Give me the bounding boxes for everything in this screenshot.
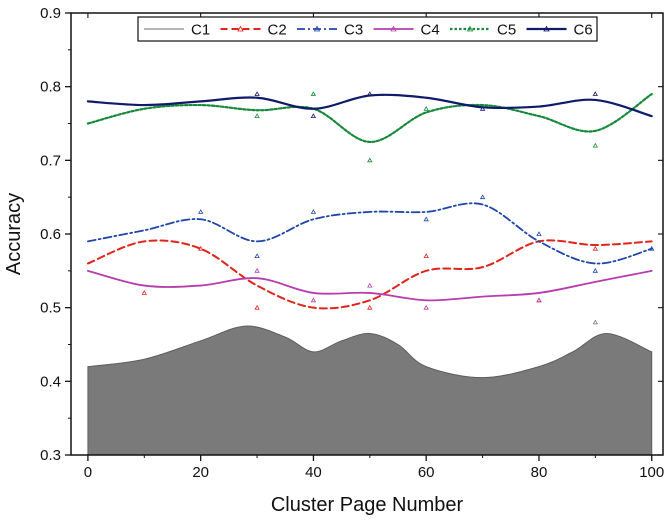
y-tick-label: 0.6 bbox=[40, 226, 61, 243]
marker-c6 bbox=[254, 91, 260, 96]
legend-label-c3: C3 bbox=[344, 22, 363, 39]
marker-c3 bbox=[198, 209, 204, 214]
marker-c4 bbox=[423, 304, 429, 310]
marker-c2 bbox=[141, 290, 147, 295]
y-tick-label: 0.5 bbox=[40, 300, 61, 317]
y-tick-label: 0.9 bbox=[40, 5, 61, 22]
marker-c3 bbox=[536, 231, 542, 236]
legend: C1 C2 C3 C4 C5 C6 bbox=[137, 16, 598, 42]
series-c3-line bbox=[87, 202, 653, 265]
marker-c3 bbox=[254, 253, 260, 258]
legend-label-c2: C2 bbox=[268, 22, 287, 39]
marker-c4 bbox=[367, 282, 373, 288]
marker-c2 bbox=[423, 253, 429, 258]
x-tick-label: 60 bbox=[418, 464, 435, 481]
legend-label-c1: C1 bbox=[191, 22, 210, 39]
x-tick-label: 40 bbox=[305, 464, 322, 481]
legend-marker-c6 bbox=[543, 25, 550, 32]
marker-c3 bbox=[423, 216, 429, 222]
legend-box bbox=[137, 16, 598, 42]
marker-c2 bbox=[254, 304, 260, 310]
marker-c4 bbox=[254, 267, 260, 273]
marker-c5 bbox=[423, 105, 429, 111]
marker-c6 bbox=[592, 91, 598, 96]
y-axis-title: Accuracy bbox=[3, 193, 25, 275]
marker-c3 bbox=[649, 245, 655, 251]
marker-c4 bbox=[310, 297, 317, 303]
marker-c6 bbox=[479, 105, 486, 111]
marker-c2 bbox=[198, 245, 204, 251]
marker-c1 bbox=[592, 319, 598, 325]
series-c1-area bbox=[87, 325, 653, 455]
marker-c2 bbox=[367, 304, 373, 310]
marker-c5 bbox=[254, 113, 260, 118]
x-tick-label: 100 bbox=[639, 464, 664, 481]
series-layer bbox=[86, 91, 655, 455]
marker-c5 bbox=[592, 142, 598, 148]
y-tick-label: 0.8 bbox=[40, 79, 61, 96]
legend-marker-c3 bbox=[313, 25, 321, 32]
marker-c6 bbox=[367, 91, 373, 96]
marker-c3 bbox=[310, 209, 317, 214]
marker-c6 bbox=[310, 113, 317, 118]
axis-layer: 0 20 40 60 80 100 0.3 0.4 0.5 0.6 0.7 0.8 0.9 bbox=[40, 5, 664, 481]
legend-label-c5: C5 bbox=[497, 22, 516, 39]
x-axis-title: Cluster Page Number bbox=[271, 494, 464, 516]
marker-c2 bbox=[592, 245, 598, 251]
y-tick-label: 0.3 bbox=[40, 447, 61, 464]
series-c2-line bbox=[86, 239, 653, 310]
x-tick-label: 0 bbox=[84, 464, 92, 481]
marker-c3 bbox=[479, 194, 486, 200]
marker-c5 bbox=[367, 157, 373, 163]
legend-label-c6: C6 bbox=[574, 22, 593, 39]
x-tick-label: 20 bbox=[192, 464, 209, 481]
legend-label-c4: C4 bbox=[421, 22, 440, 39]
y-tick-label: 0.4 bbox=[40, 373, 61, 390]
series-c4-line bbox=[87, 269, 653, 302]
legend-marker-c4 bbox=[390, 25, 397, 32]
marker-c5 bbox=[310, 91, 317, 96]
y-tick-label: 0.7 bbox=[40, 152, 61, 169]
series-c5-line bbox=[86, 92, 653, 144]
x-tick-label: 80 bbox=[531, 464, 548, 481]
marker-c3 bbox=[592, 267, 598, 273]
legend-marker-c5 bbox=[466, 25, 474, 32]
marker-c4 bbox=[536, 297, 542, 303]
legend-marker-c2 bbox=[237, 25, 244, 32]
